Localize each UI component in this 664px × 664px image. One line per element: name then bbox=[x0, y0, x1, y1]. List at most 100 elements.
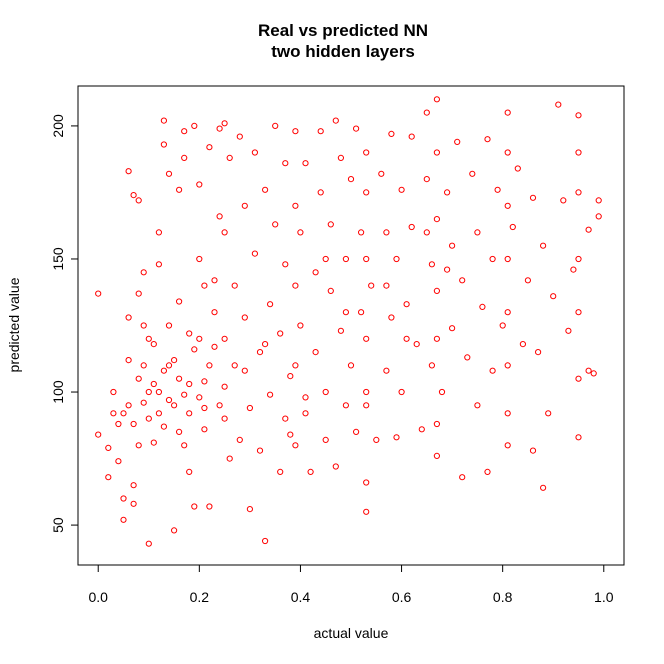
data-point bbox=[519, 341, 527, 348]
data-point bbox=[388, 314, 395, 321]
data-point bbox=[191, 122, 198, 130]
data-point bbox=[560, 197, 567, 204]
y-axis-label: predicted value bbox=[6, 277, 22, 372]
data-point bbox=[332, 117, 339, 124]
data-point bbox=[282, 261, 289, 268]
data-point bbox=[216, 402, 223, 409]
data-point bbox=[312, 269, 319, 276]
data-point bbox=[241, 367, 248, 374]
data-point bbox=[363, 402, 370, 409]
data-point bbox=[135, 290, 142, 297]
data-point bbox=[282, 160, 289, 167]
x-tick-label: 0.6 bbox=[392, 589, 412, 605]
data-point bbox=[590, 370, 597, 377]
data-point bbox=[186, 410, 193, 417]
data-point bbox=[489, 367, 496, 374]
data-point bbox=[484, 468, 491, 475]
data-point bbox=[165, 362, 173, 369]
data-point bbox=[575, 375, 582, 382]
data-point bbox=[388, 130, 395, 137]
data-point bbox=[135, 442, 142, 449]
data-point bbox=[160, 141, 167, 148]
data-point bbox=[535, 349, 542, 356]
data-point bbox=[423, 176, 430, 183]
data-point bbox=[171, 527, 178, 534]
data-point bbox=[403, 335, 410, 342]
plot-frame bbox=[77, 85, 625, 566]
data-point bbox=[262, 186, 269, 193]
data-point bbox=[211, 277, 218, 284]
y-tick-label: 200 bbox=[50, 114, 66, 138]
data-point bbox=[585, 367, 592, 374]
data-point bbox=[469, 170, 476, 177]
x-axis-label: actual value bbox=[314, 625, 389, 641]
data-point bbox=[509, 223, 516, 231]
y-axis: 50 100 150 200 bbox=[50, 114, 79, 533]
data-point bbox=[398, 186, 405, 193]
data-point bbox=[186, 380, 193, 388]
x-tick-label: 0.2 bbox=[190, 589, 210, 605]
data-point bbox=[155, 261, 162, 268]
data-point bbox=[206, 503, 213, 510]
data-point bbox=[150, 380, 157, 388]
data-point bbox=[171, 402, 178, 409]
data-point bbox=[337, 327, 344, 334]
data-point bbox=[95, 290, 102, 297]
data-point bbox=[251, 250, 258, 257]
data-point bbox=[347, 176, 355, 183]
data-point bbox=[140, 322, 147, 329]
data-point bbox=[595, 197, 602, 204]
data-point bbox=[342, 255, 349, 263]
data-point bbox=[540, 484, 547, 491]
data-point bbox=[216, 213, 223, 220]
data-point bbox=[160, 367, 167, 374]
data-point bbox=[540, 242, 547, 249]
data-point bbox=[433, 452, 440, 459]
data-point bbox=[342, 309, 349, 316]
data-point bbox=[211, 309, 218, 316]
data-point bbox=[115, 458, 122, 465]
data-point bbox=[186, 468, 193, 475]
data-point bbox=[575, 255, 582, 263]
data-point bbox=[383, 282, 390, 289]
data-point bbox=[504, 109, 511, 116]
data-point bbox=[433, 216, 440, 223]
data-point bbox=[221, 120, 228, 127]
data-point bbox=[155, 410, 162, 417]
data-point bbox=[585, 226, 592, 233]
data-point bbox=[150, 341, 157, 348]
data-point bbox=[575, 309, 582, 316]
data-point bbox=[413, 341, 420, 348]
data-point bbox=[292, 282, 299, 289]
data-point bbox=[256, 349, 264, 356]
data-point bbox=[201, 378, 208, 385]
data-point bbox=[363, 149, 370, 156]
data-point bbox=[181, 391, 188, 398]
data-point bbox=[307, 468, 314, 475]
data-point bbox=[595, 213, 602, 220]
data-point bbox=[403, 301, 410, 308]
data-point bbox=[433, 149, 440, 156]
data-point bbox=[130, 192, 137, 199]
data-point bbox=[433, 335, 440, 342]
data-point bbox=[322, 388, 329, 396]
data-point bbox=[438, 388, 446, 396]
data-point bbox=[327, 287, 334, 294]
data-point bbox=[171, 357, 178, 364]
data-point bbox=[363, 388, 370, 396]
data-point bbox=[504, 149, 511, 156]
data-point bbox=[332, 463, 339, 470]
data-point bbox=[363, 479, 370, 486]
data-point bbox=[120, 495, 127, 502]
data-point bbox=[322, 255, 329, 263]
data-point bbox=[135, 197, 142, 204]
y-tick-label: 150 bbox=[50, 247, 66, 271]
data-point bbox=[337, 154, 344, 161]
data-point bbox=[206, 362, 213, 369]
data-point bbox=[201, 282, 208, 289]
data-point bbox=[322, 436, 329, 443]
data-point bbox=[277, 468, 284, 475]
data-point bbox=[165, 396, 173, 404]
data-point bbox=[145, 540, 152, 547]
data-point bbox=[342, 402, 349, 409]
